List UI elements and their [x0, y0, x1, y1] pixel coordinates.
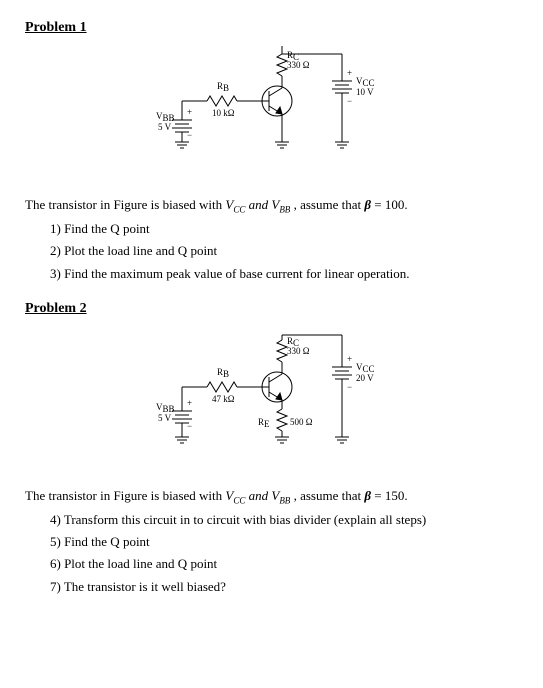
- vcc2-plus: +: [347, 354, 352, 364]
- problem2-intro: The transistor in Figure is biased with …: [25, 487, 518, 507]
- rb-label: RB: [217, 81, 229, 93]
- rc2-value: 330 Ω: [287, 346, 310, 356]
- vbb-plus: +: [187, 107, 192, 117]
- problem2-q5: 5) Find the Q point: [25, 533, 518, 551]
- circuit1-container: RC 330 Ω RB 10 kΩ VBB 5 V + − VCC 10 V +…: [25, 46, 518, 176]
- vbb2-value: 5 V: [158, 413, 172, 423]
- re2-label: RE: [258, 417, 270, 429]
- circuit1-svg: RC 330 Ω RB 10 kΩ VBB 5 V + − VCC 10 V +…: [142, 46, 402, 176]
- re2-value: 500 Ω: [290, 417, 313, 427]
- vbb2-minus: −: [187, 421, 192, 431]
- circuit2-container: RC 330 Ω RB 47 kΩ RE 500 Ω VBB 5 V + − V…: [25, 327, 518, 467]
- vcc2-value: 20 V: [356, 373, 374, 383]
- problem1-q1: 1) Find the Q point: [25, 220, 518, 238]
- problem1-intro: The transistor in Figure is biased with …: [25, 196, 518, 216]
- rb2-value: 47 kΩ: [212, 394, 235, 404]
- vbb-minus: −: [187, 130, 192, 140]
- problem2-q7: 7) The transistor is it well biased?: [25, 578, 518, 596]
- problem2-q4: 4) Transform this circuit in to circuit …: [25, 511, 518, 529]
- vcc-plus: +: [347, 68, 352, 78]
- problem2-q6: 6) Plot the load line and Q point: [25, 555, 518, 573]
- problem1-heading: Problem 1: [25, 20, 518, 36]
- rb-value: 10 kΩ: [212, 108, 235, 118]
- problem1-q3: 3) Find the maximum peak value of base c…: [25, 265, 518, 283]
- rb2-label: RB: [217, 367, 229, 379]
- rc-value: 330 Ω: [287, 60, 310, 70]
- vbb2-plus: +: [187, 398, 192, 408]
- circuit2-svg: RC 330 Ω RB 47 kΩ RE 500 Ω VBB 5 V + − V…: [142, 327, 402, 467]
- problem1-q2: 2) Plot the load line and Q point: [25, 242, 518, 260]
- vcc-value: 10 V: [356, 87, 374, 97]
- vcc-minus: −: [347, 96, 352, 106]
- problem2-heading: Problem 2: [25, 301, 518, 317]
- vcc2-minus: −: [347, 382, 352, 392]
- vbb-value: 5 V: [158, 122, 172, 132]
- page: Problem 1: [0, 0, 543, 688]
